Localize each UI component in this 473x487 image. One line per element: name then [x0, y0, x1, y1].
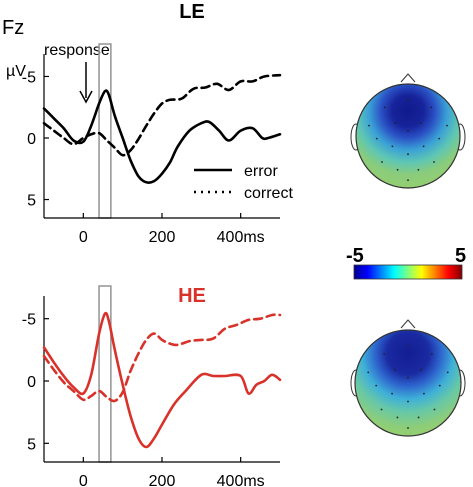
- x-tick-label: 0: [79, 229, 88, 246]
- y-tick-label: 0: [27, 131, 36, 148]
- electrode-dot: [375, 384, 378, 387]
- electrode-dot: [391, 145, 394, 148]
- electrode-dot: [430, 106, 433, 109]
- electrode-dot: [396, 416, 399, 419]
- electrode-dot: [391, 392, 393, 395]
- y-tick-label: 5: [27, 193, 36, 210]
- y-tick-label: -5: [22, 312, 36, 329]
- topomap-nose: [400, 73, 416, 83]
- colorbar-max-label: 5: [455, 245, 466, 267]
- electrode-dot: [438, 137, 441, 140]
- electrode-dot: [417, 168, 420, 171]
- electrode-dot: [407, 129, 409, 132]
- highlight-window: [98, 43, 112, 219]
- channel-label: Fz: [2, 17, 24, 39]
- electrode-dot: [446, 124, 448, 127]
- electrode-dot: [375, 137, 378, 140]
- electrode-dot: [407, 153, 409, 156]
- y-tick-label: 0: [27, 374, 36, 391]
- electrode-dot: [380, 408, 383, 411]
- topomap-he: [350, 319, 466, 437]
- electrode-dot: [394, 122, 396, 124]
- electrode-dot: [396, 168, 399, 171]
- electrode-dot: [368, 124, 370, 127]
- electrode-dot: [367, 371, 370, 374]
- x-tick-label: 0: [79, 473, 88, 487]
- electrode-dot: [433, 408, 436, 411]
- colorbar-gradient: [353, 264, 463, 280]
- electrode-dot: [438, 384, 441, 387]
- legend: error correct: [194, 163, 293, 202]
- electrode-dot: [417, 416, 420, 419]
- topomap-nose: [400, 319, 416, 329]
- electrode-dot: [407, 427, 409, 429]
- response-annotation: response: [44, 42, 110, 59]
- y-tick-label: -5: [22, 69, 36, 86]
- series-line-error: [42, 311, 282, 449]
- x-tick-label: 400ms: [217, 229, 265, 246]
- colorbar: -5 5: [346, 245, 466, 280]
- electrode-dot: [423, 392, 425, 395]
- electrode-dot: [407, 345, 409, 347]
- electrode-dot: [433, 161, 435, 163]
- y-tick-label: 5: [27, 436, 36, 453]
- electrode-dot: [422, 145, 425, 148]
- electrode-dot: [407, 400, 409, 403]
- erp-panel-he: HE -5 0 5 0 200 400ms: [22, 285, 282, 487]
- x-tick-label: 200: [149, 229, 176, 246]
- electrode-dot: [407, 179, 409, 182]
- electrode-dot: [420, 368, 423, 371]
- series-line-correct: [42, 313, 282, 403]
- legend-label-error: error: [244, 163, 278, 180]
- colorbar-min-label: -5: [346, 245, 364, 267]
- legend-label-correct: correct: [244, 185, 293, 202]
- electrode-dot: [420, 122, 422, 124]
- electrode-dot: [446, 371, 449, 374]
- topomap-le: [350, 73, 466, 189]
- chart-title: HE: [178, 285, 206, 307]
- electrode-dot: [383, 106, 386, 109]
- response-arrow: [79, 62, 93, 104]
- chart-title: LE: [179, 1, 205, 23]
- electrode-dot: [430, 352, 433, 355]
- series-line-correct: [42, 73, 282, 157]
- x-tick-label: 200: [149, 473, 176, 487]
- electrode-dot: [407, 376, 409, 379]
- x-tick-label: 400ms: [217, 473, 265, 487]
- electrode-dot: [381, 161, 383, 163]
- erp-panel-le: LE -5 0 5 0 200 400ms: [22, 1, 282, 246]
- unit-label: µV: [6, 63, 26, 80]
- electrode-dot: [407, 98, 409, 101]
- electrode-dot: [393, 368, 396, 371]
- electrode-dot: [383, 352, 386, 355]
